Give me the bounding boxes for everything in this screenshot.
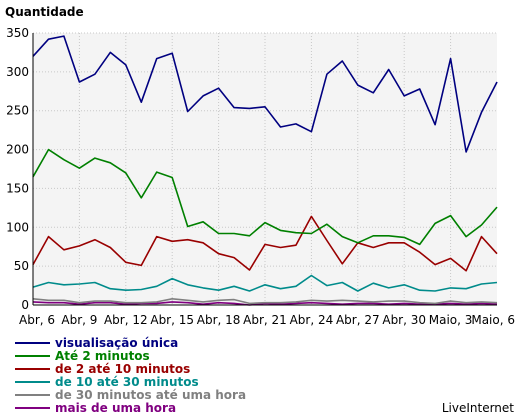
legend-label: de 30 minutos até uma hora: [55, 388, 246, 402]
y-tick-label: 0: [21, 298, 29, 312]
x-tick-label: Abr, 6: [19, 313, 55, 327]
series-line: [32, 274, 498, 292]
series-line: [32, 35, 498, 153]
y-tick-label: 50: [14, 259, 29, 273]
y-tick-label: 150: [6, 181, 29, 195]
x-tick-label: Abr, 12: [104, 313, 148, 327]
series-lines: [32, 35, 498, 306]
y-tick-label: 100: [6, 220, 29, 234]
y-tick-label: 250: [6, 104, 29, 118]
x-tick-labels: Abr, 6 Abr, 9 Abr, 12 Abr, 15 Abr, 18 Abr, 21…: [19, 313, 515, 327]
y-tick-label: 200: [6, 143, 29, 157]
y-tick-label: 300: [6, 65, 29, 79]
legend-label: de 2 até 10 minutos: [55, 362, 190, 376]
x-tick-label: Abr, 21: [243, 313, 287, 327]
y-axis-label: Quantidade: [5, 5, 84, 19]
legend-label: mais de uma hora: [55, 401, 176, 415]
x-tick-label: Abr, 30: [382, 313, 426, 327]
x-tick-label: Abr, 15: [150, 313, 194, 327]
grid: [33, 32, 497, 305]
x-tick-label: Abr, 27: [336, 313, 380, 327]
series-line: [32, 148, 498, 246]
x-tick-label: Maio, 6: [471, 313, 515, 327]
x-tick-label: Abr, 24: [290, 313, 334, 327]
x-tick-label: Abr, 18: [197, 313, 241, 327]
x-tick-label: Maio, 3: [429, 313, 473, 327]
legend-label: visualisação única: [55, 336, 178, 350]
credit-label: LiveInternet: [442, 401, 514, 415]
axes: [32, 33, 497, 306]
series-line: [32, 215, 498, 272]
y-tick-labels: 0 50 100 150 200 250 300 350: [6, 26, 29, 312]
legend-label: de 10 até 30 minutos: [55, 375, 199, 389]
legend-label: Até 2 minutos: [55, 349, 150, 363]
x-tick-label: Abr, 9: [61, 313, 97, 327]
y-tick-label: 350: [6, 26, 29, 40]
series-line: [32, 297, 498, 305]
